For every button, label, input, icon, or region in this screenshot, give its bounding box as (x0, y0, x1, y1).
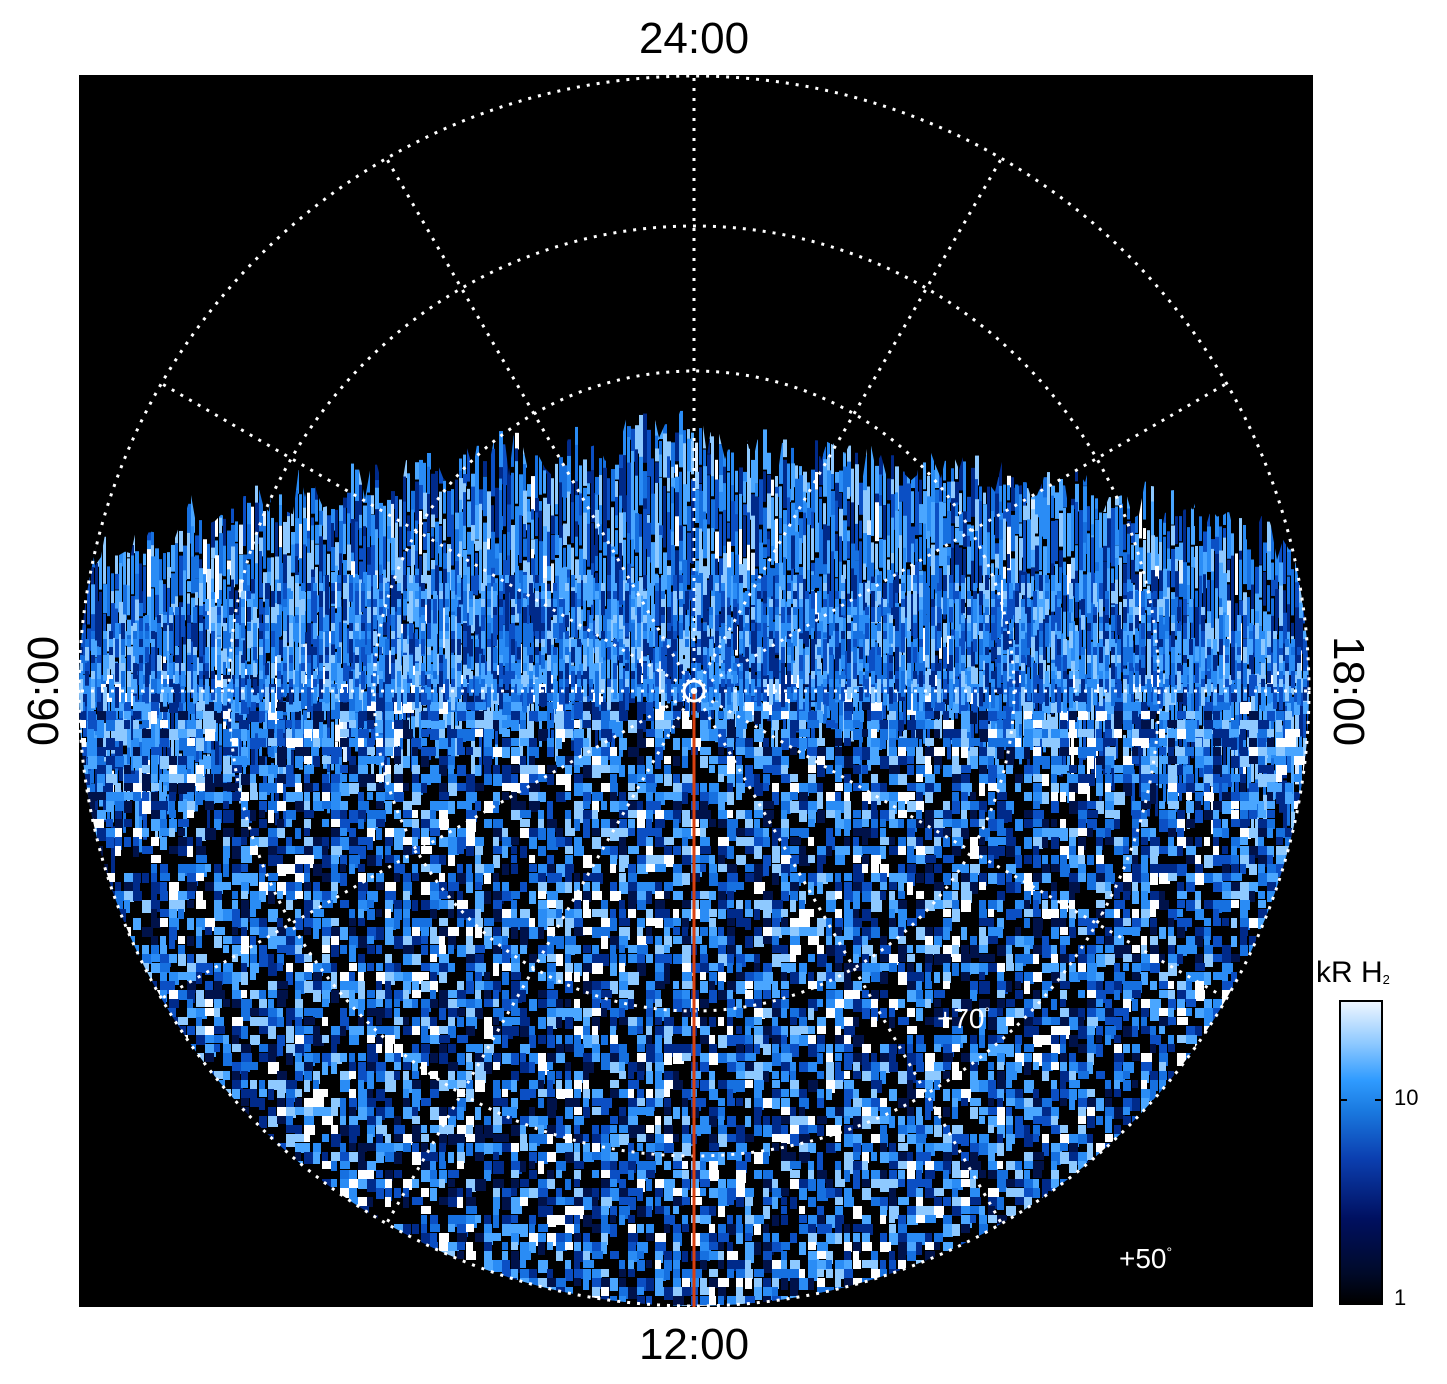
colorbar (1339, 1000, 1383, 1305)
map-svg (79, 75, 1313, 1307)
latitude-label-70: +70° (937, 1003, 991, 1034)
local-time-label-right: 18:00 (1324, 635, 1373, 747)
colorbar-tick-label-1: 1 (1394, 1285, 1407, 1310)
pole-dot-icon (691, 688, 697, 694)
local-time-label-left: 06:00 (19, 635, 68, 747)
latitude-label-50: +50° (1119, 1243, 1173, 1274)
pole-marker-icon (682, 679, 706, 703)
local-time-label-top: 24:00 (638, 14, 750, 63)
colorbar-tickmark-10 (1339, 1099, 1347, 1101)
colorbar-title: kR H2 (1316, 956, 1390, 989)
local-time-label-bottom: 12:00 (638, 1320, 750, 1369)
colorbar-tickmark-10-right (1375, 1099, 1383, 1101)
polar-projection-map: +70° +50° (79, 75, 1313, 1307)
colorbar-tick-label-10: 10 (1394, 1085, 1419, 1110)
